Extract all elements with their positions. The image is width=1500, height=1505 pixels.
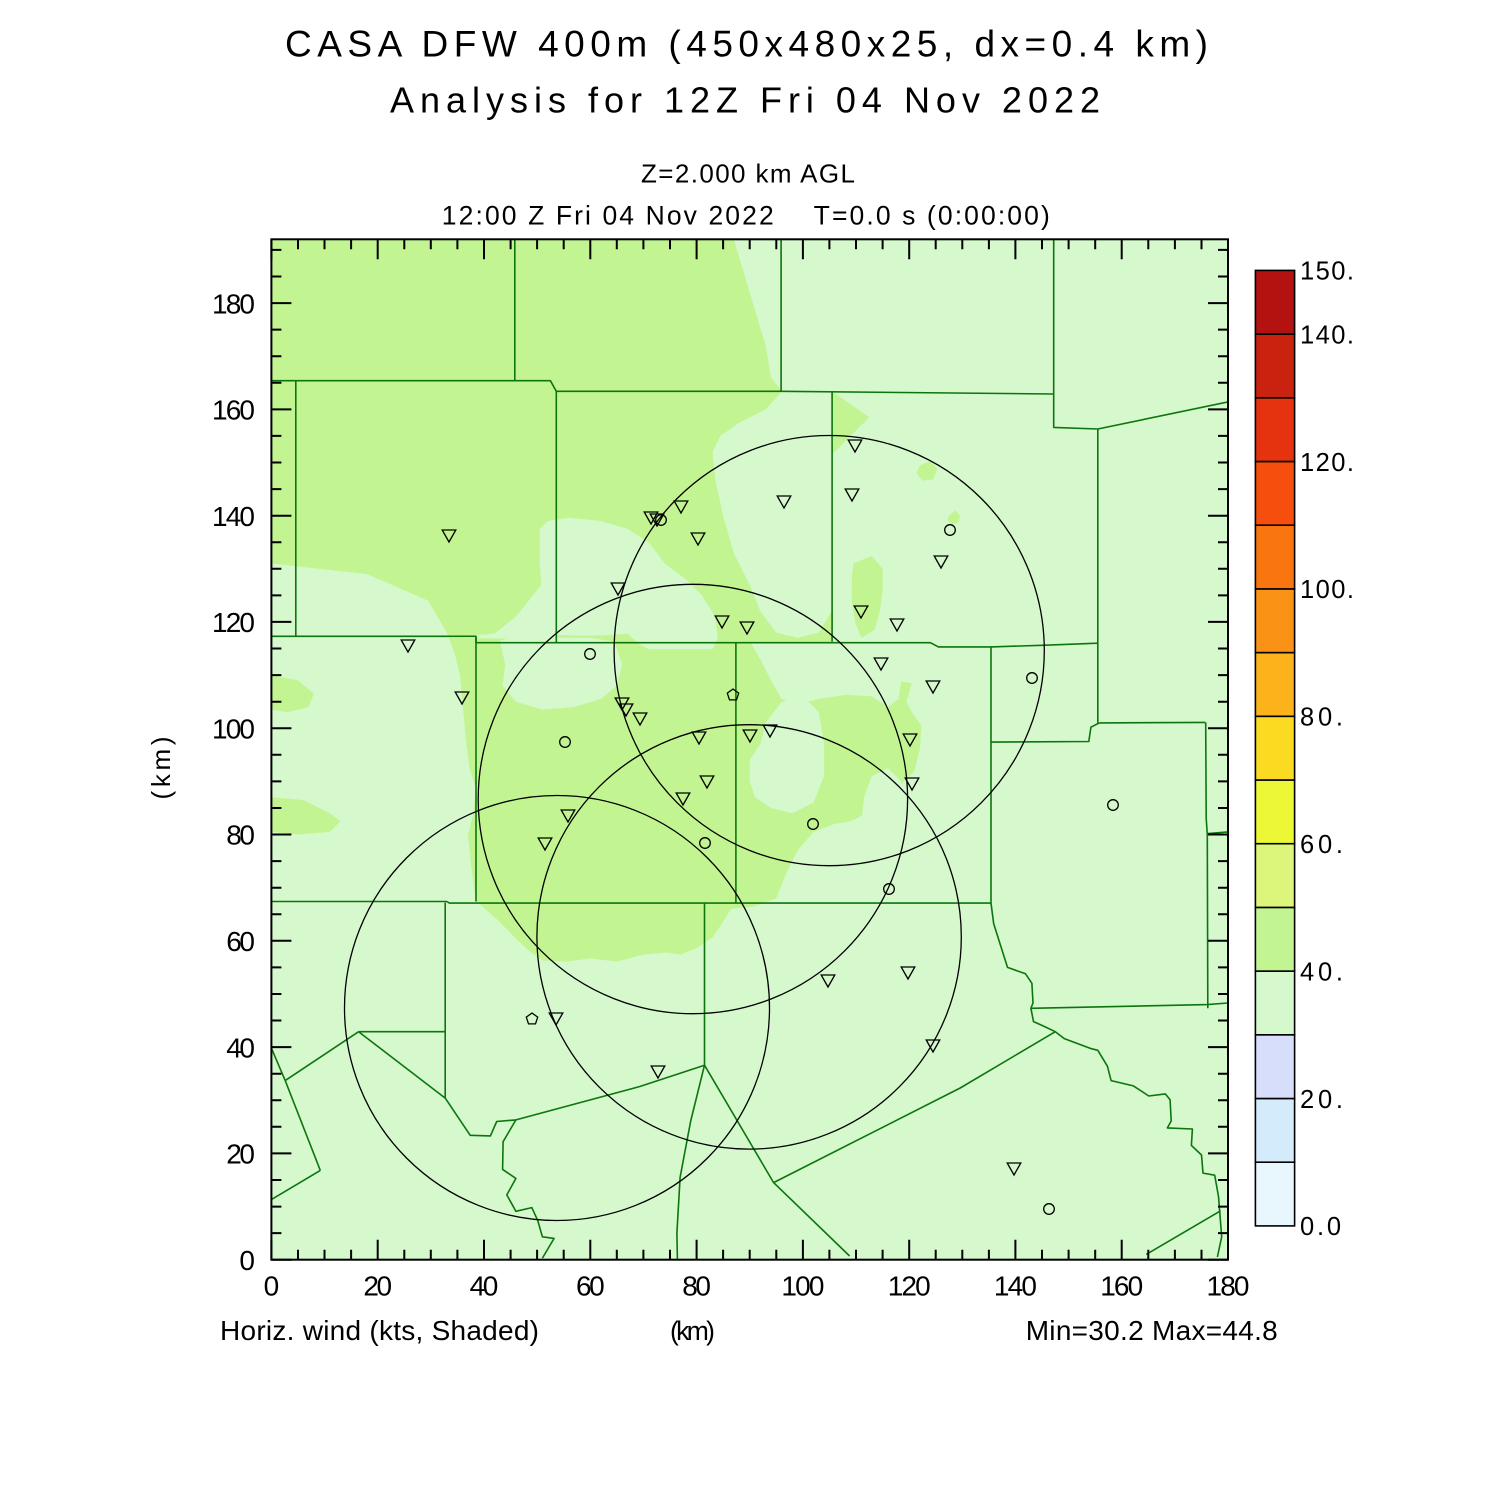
svg-text:0: 0 bbox=[264, 1271, 280, 1302]
svg-text:20.: 20. bbox=[1300, 1086, 1343, 1114]
svg-text:20: 20 bbox=[226, 1139, 255, 1170]
svg-text:180: 180 bbox=[1207, 1271, 1250, 1302]
svg-text:140: 140 bbox=[994, 1271, 1037, 1302]
svg-text:Horiz. wind (kts, Shaded): Horiz. wind (kts, Shaded) bbox=[220, 1315, 539, 1346]
svg-text:20: 20 bbox=[363, 1271, 392, 1302]
svg-text:Analysis for 12Z Fri 04 Nov 20: Analysis for 12Z Fri 04 Nov 2022 bbox=[390, 79, 1100, 120]
svg-text:0.0: 0.0 bbox=[1300, 1213, 1341, 1241]
svg-text:140.: 140. bbox=[1300, 321, 1354, 349]
svg-text:CASA DFW 400m (450x480x25, dx=: CASA DFW 400m (450x480x25, dx=0.4 km) bbox=[285, 24, 1208, 65]
svg-text:80: 80 bbox=[682, 1271, 711, 1302]
svg-text:100: 100 bbox=[781, 1271, 824, 1302]
svg-text:100: 100 bbox=[212, 713, 255, 744]
svg-text:60: 60 bbox=[576, 1271, 605, 1302]
svg-text:40.: 40. bbox=[1300, 958, 1343, 986]
svg-text:180: 180 bbox=[212, 288, 255, 319]
svg-text:80: 80 bbox=[226, 820, 255, 851]
svg-text:Z=2.000 km AGL: Z=2.000 km AGL bbox=[641, 159, 855, 189]
svg-text:(km): (km) bbox=[670, 1316, 715, 1346]
svg-text:80.: 80. bbox=[1300, 704, 1343, 732]
svg-text:120.: 120. bbox=[1300, 449, 1354, 477]
svg-text:0: 0 bbox=[239, 1245, 255, 1276]
svg-text:40: 40 bbox=[470, 1271, 499, 1302]
svg-text:12:00 Z Fri 04 Nov 2022 T=0: 12:00 Z Fri 04 Nov 2022 T=0.0 s (0:00:00… bbox=[442, 201, 1050, 231]
svg-text:Min=30.2 Max=44.8: Min=30.2 Max=44.8 bbox=[1026, 1315, 1278, 1346]
svg-text:160: 160 bbox=[212, 395, 255, 426]
svg-text:60.: 60. bbox=[1300, 831, 1343, 859]
svg-text:120: 120 bbox=[888, 1271, 931, 1302]
svg-text:40: 40 bbox=[226, 1032, 255, 1063]
svg-text:160: 160 bbox=[1100, 1271, 1143, 1302]
svg-text:60: 60 bbox=[226, 926, 255, 957]
svg-text:140: 140 bbox=[212, 501, 255, 532]
svg-text:120: 120 bbox=[212, 607, 255, 638]
svg-text:150.: 150. bbox=[1300, 258, 1354, 286]
svg-text:100.: 100. bbox=[1300, 576, 1354, 604]
